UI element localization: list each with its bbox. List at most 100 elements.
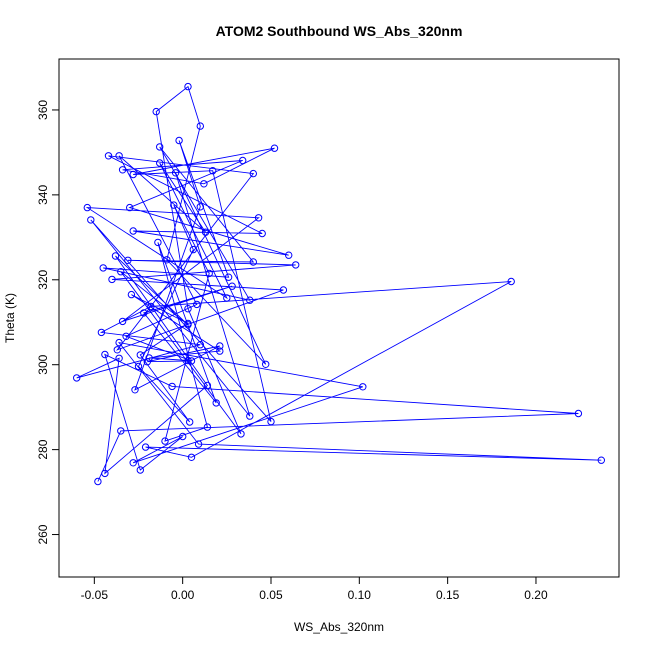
data-point [73, 374, 81, 382]
data-point [224, 273, 233, 281]
data-point [246, 412, 254, 420]
data-point [163, 256, 171, 264]
data-point [175, 136, 183, 145]
data-point [115, 338, 123, 347]
data-point [184, 305, 192, 313]
data-point [115, 354, 123, 362]
chart-title: ATOM2 Southbound WS_Abs_320nm [216, 23, 463, 39]
data-point [140, 309, 148, 317]
data-point [115, 152, 123, 160]
data-point [131, 386, 139, 394]
data-point [279, 286, 288, 294]
data-point [99, 264, 107, 272]
data-point [205, 269, 213, 278]
data-point [127, 290, 136, 299]
data-point [179, 432, 187, 441]
data-point [270, 144, 279, 152]
x-axis: -0.05 0.00 0.05 0.10 0.15 0.20 [81, 577, 548, 602]
data-point [237, 430, 245, 438]
series-line [76, 85, 602, 482]
data-point [97, 328, 106, 337]
y-tick-label: 300 [36, 354, 50, 374]
data-point [122, 332, 130, 340]
data-point [196, 122, 205, 130]
data-point [141, 443, 150, 451]
x-tick-label: 0.20 [524, 588, 548, 602]
data-point [249, 169, 258, 178]
data-point [359, 383, 367, 391]
data-point [187, 357, 196, 365]
plot-frame [58, 58, 620, 578]
data-point [258, 229, 266, 238]
data-point [87, 216, 95, 224]
y-tick-label: 280 [36, 439, 50, 459]
data-point [186, 418, 194, 426]
data-point [203, 423, 212, 431]
data-point [184, 319, 192, 328]
data-point [171, 169, 180, 177]
data-point [126, 203, 134, 212]
data-point [108, 275, 116, 284]
data-point [196, 203, 205, 211]
data-point [216, 342, 224, 350]
data-point [507, 277, 515, 286]
data-point [201, 228, 210, 236]
data-point [118, 166, 127, 174]
y-tick-label: 320 [36, 269, 50, 289]
y-tick-label: 260 [36, 524, 50, 544]
data-point [129, 227, 137, 235]
data-point [168, 382, 176, 391]
y-axis: 260 280 300 320 340 360 [36, 100, 59, 545]
data-point [156, 143, 164, 151]
data-point [200, 180, 208, 188]
data-point [239, 156, 247, 165]
data-point [83, 203, 92, 212]
data-point [262, 360, 270, 368]
data-point [134, 362, 143, 371]
data-point [124, 256, 132, 264]
y-axis-label: Theta (K) [3, 293, 17, 343]
data-point [161, 437, 169, 445]
data-point [111, 252, 120, 260]
y-tick-label: 360 [36, 100, 50, 120]
data-point [216, 347, 224, 355]
data-point [249, 258, 258, 266]
data-point [117, 268, 125, 276]
data-point [117, 427, 125, 435]
series-group [73, 82, 605, 486]
data-point [292, 261, 300, 269]
data-point [597, 456, 605, 464]
x-tick-label: 0.15 [436, 588, 460, 602]
data-point [147, 302, 155, 311]
data-point [101, 350, 109, 359]
data-point [156, 159, 164, 167]
x-tick-label: -0.05 [81, 588, 109, 602]
data-point [136, 351, 145, 359]
data-point [254, 214, 263, 222]
data-point [187, 453, 196, 461]
data-point [184, 356, 192, 365]
data-point [209, 167, 217, 175]
data-point [94, 477, 102, 486]
x-axis-label: WS_Abs_320nm [294, 620, 384, 634]
data-point [152, 107, 160, 116]
data-point [267, 417, 275, 426]
data-point [223, 294, 231, 302]
data-point [136, 466, 145, 474]
data-point [189, 245, 198, 254]
data-point [101, 469, 109, 478]
data-point [193, 300, 201, 309]
x-tick-label: 0.00 [171, 588, 195, 602]
data-point [228, 282, 236, 290]
data-point [154, 238, 162, 247]
data-point [184, 82, 192, 91]
data-point [118, 317, 127, 326]
x-tick-label: 0.05 [259, 588, 283, 602]
x-tick-label: 0.10 [348, 588, 372, 602]
data-point [212, 399, 220, 407]
data-point [196, 341, 205, 349]
data-point [170, 201, 178, 209]
data-point [129, 459, 137, 467]
y-tick-label: 340 [36, 185, 50, 205]
